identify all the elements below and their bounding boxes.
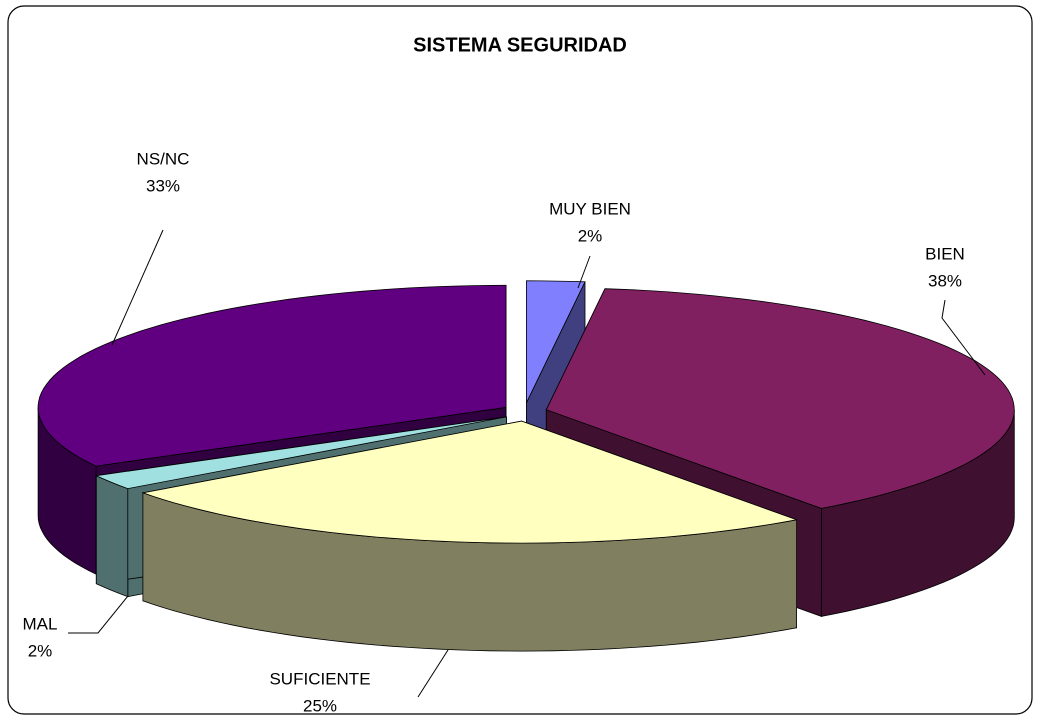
- leader-line: [577, 255, 591, 289]
- slice: [37, 284, 507, 467]
- data-label-name: NS/NC: [137, 149, 190, 168]
- slice: [545, 288, 1015, 509]
- data-label-name: SUFICIENTE: [269, 669, 370, 688]
- slice: [526, 280, 586, 403]
- data-label-value: 2%: [578, 226, 603, 245]
- data-label-value: 25%: [303, 696, 337, 715]
- chart-title: SISTEMA SEGURIDAD: [413, 34, 627, 56]
- data-label-value: 2%: [28, 641, 53, 660]
- data-label-value: 38%: [928, 271, 962, 290]
- leader-line: [111, 229, 164, 346]
- slice: [94, 416, 507, 490]
- slice-wall: [95, 475, 129, 598]
- leader-line: [417, 649, 449, 698]
- data-label-name: MAL: [23, 614, 58, 633]
- slice: [141, 420, 799, 544]
- data-label-value: 33%: [146, 176, 180, 195]
- data-label-name: BIEN: [925, 244, 965, 263]
- data-label-name: MUY BIEN: [549, 199, 631, 218]
- leader-line: [68, 595, 129, 634]
- leader-line: [941, 299, 986, 376]
